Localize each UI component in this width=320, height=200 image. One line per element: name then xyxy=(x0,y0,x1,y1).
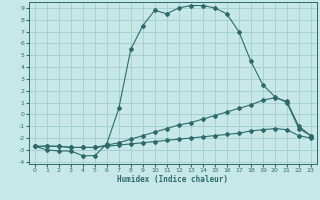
X-axis label: Humidex (Indice chaleur): Humidex (Indice chaleur) xyxy=(117,175,228,184)
